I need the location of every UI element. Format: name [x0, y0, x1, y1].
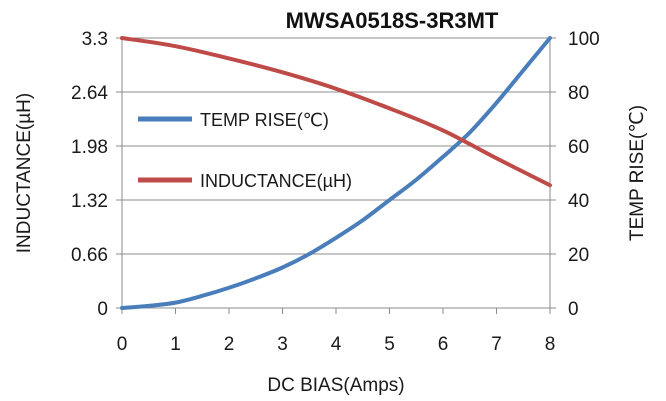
y-left-tick-label: 2.64	[71, 83, 108, 104]
x-tick-label: 1	[170, 334, 181, 355]
legend: TEMP RISE(℃) INDUCTANCE(µH)	[138, 110, 352, 191]
x-tick-label: 6	[438, 334, 449, 355]
y-left-tick-label: 3.3	[82, 29, 108, 50]
y-right-tick-label: 40	[568, 191, 589, 212]
x-tick-label: 3	[277, 334, 288, 355]
series-lines	[120, 36, 552, 310]
y-left-tick-label: 0.66	[71, 245, 108, 266]
y-left-tick-label: 1.98	[71, 137, 108, 158]
x-tick-label: 0	[117, 334, 128, 355]
x-tick-label: 7	[491, 334, 502, 355]
x-tick-label: 4	[331, 334, 342, 355]
series-line-temp-rise	[120, 36, 552, 310]
y-right-tick-label: 80	[568, 83, 589, 104]
axes	[116, 37, 556, 314]
chart-title: MWSA0518S-3R3MT	[286, 8, 499, 33]
series-line-inductance	[120, 36, 552, 188]
y-axis-left-title: INDUCTANCE(µH)	[14, 93, 35, 253]
y-right-tick-label: 100	[568, 29, 600, 50]
y-left-tick-label: 0	[97, 299, 108, 320]
y-right-tick-label: 0	[568, 299, 579, 320]
x-tick-label: 8	[545, 334, 556, 355]
y-left-tick-label: 1.32	[71, 191, 108, 212]
x-tick-label: 2	[224, 334, 235, 355]
legend-label-temp-rise: TEMP RISE(℃)	[200, 110, 329, 130]
x-axis-title: DC BIAS(Amps)	[267, 375, 404, 396]
y-right-tick-label: 20	[568, 245, 589, 266]
y-axis-right-title: TEMP RISE(℃)	[627, 105, 648, 241]
legend-label-inductance: INDUCTANCE(µH)	[200, 171, 352, 191]
gridlines	[122, 37, 550, 255]
y-right-tick-label: 60	[568, 137, 589, 158]
x-tick-label: 5	[384, 334, 395, 355]
